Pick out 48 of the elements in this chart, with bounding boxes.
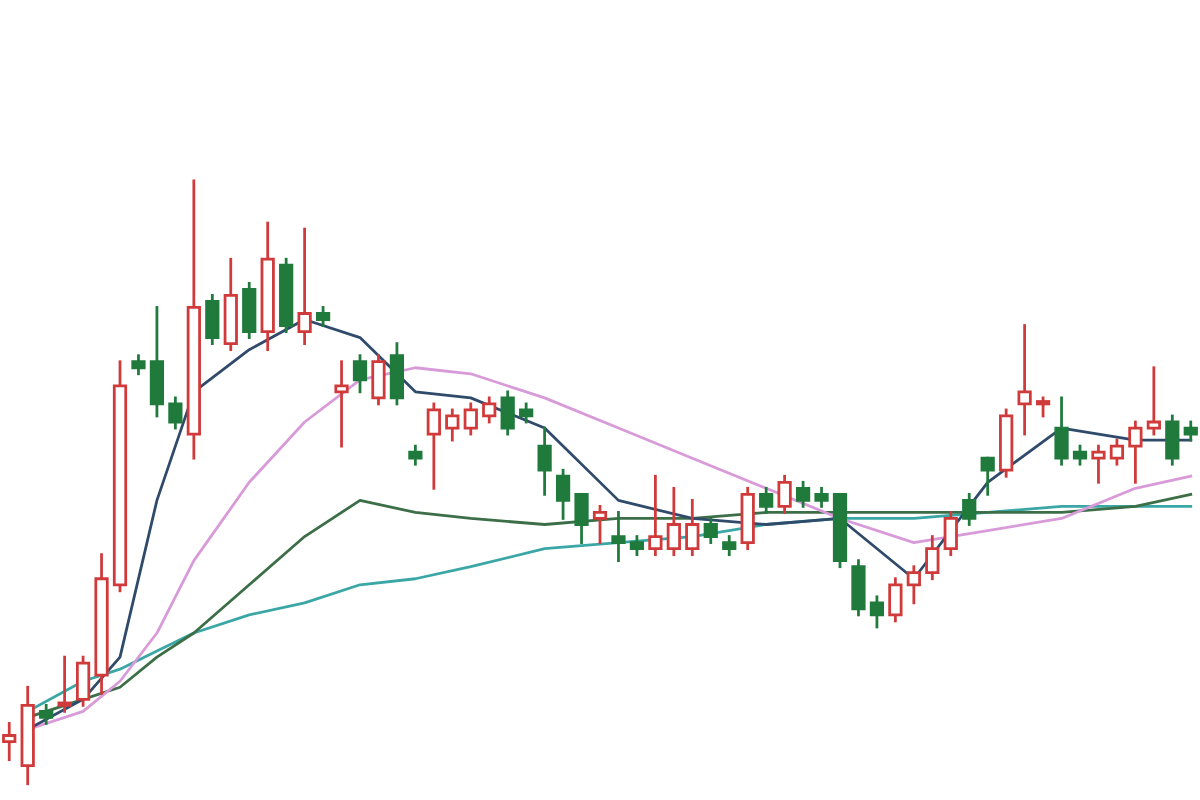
candlestick <box>1017 324 1032 436</box>
candlestick <box>500 390 515 436</box>
candlestick <box>297 227 312 346</box>
candlestick <box>925 535 940 581</box>
candlestick <box>1091 444 1106 484</box>
candlestick <box>205 294 220 346</box>
candlestick <box>94 553 109 695</box>
candlestick <box>1054 396 1069 466</box>
candlestick <box>168 396 183 430</box>
candlestick <box>371 354 386 406</box>
candlestick <box>39 703 54 725</box>
candlestick <box>1128 420 1143 484</box>
candlestick <box>722 535 737 557</box>
candlestick <box>611 511 626 563</box>
candlestick <box>962 492 977 526</box>
candlestick <box>57 655 72 713</box>
candlestick <box>537 426 552 496</box>
candlestick <box>186 179 201 460</box>
candlestick <box>1183 420 1198 442</box>
candlestick <box>906 565 921 605</box>
candlestick <box>666 486 681 557</box>
candlestick <box>445 408 460 442</box>
candlestick <box>685 498 700 557</box>
candlestick <box>1146 366 1161 436</box>
candlestick <box>334 360 349 448</box>
candlestick <box>999 408 1014 478</box>
candlestick <box>740 486 755 550</box>
candlestick <box>408 444 423 466</box>
candlestick <box>519 402 534 424</box>
candlestick <box>851 559 866 617</box>
candlestick <box>260 221 275 352</box>
candlestick <box>943 511 958 557</box>
candlestick <box>648 474 663 557</box>
candlestick <box>1165 414 1180 466</box>
candlestick <box>814 486 829 508</box>
candlestick <box>2 722 17 761</box>
candlestick <box>463 402 478 436</box>
candlestick <box>703 517 718 544</box>
candlestick <box>223 257 238 352</box>
candlestick <box>759 486 774 514</box>
candlestick <box>888 577 903 623</box>
candlestick <box>131 354 146 376</box>
candlestick <box>242 281 257 339</box>
candlestick <box>777 474 792 514</box>
candlestick <box>279 257 294 333</box>
candlestick <box>482 396 497 424</box>
candlestick <box>426 402 441 490</box>
candlestick <box>20 685 35 786</box>
